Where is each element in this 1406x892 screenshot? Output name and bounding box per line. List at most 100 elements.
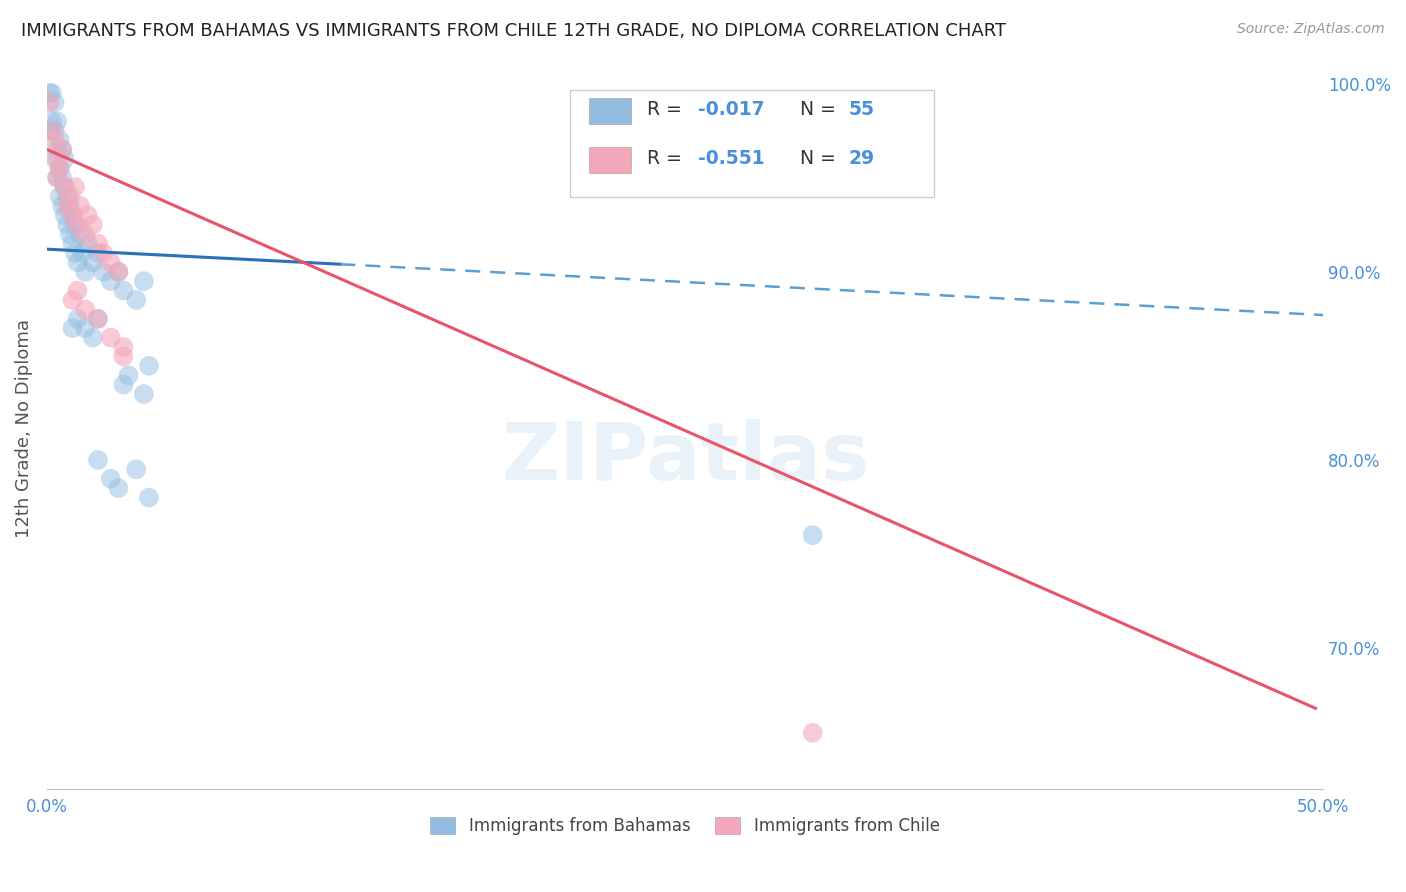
- Point: [53, 180, 76, 194]
- Point: [38, 95, 60, 110]
- Point: [62, 208, 84, 222]
- Point: [82, 255, 104, 269]
- Point: [53, 208, 76, 222]
- Point: [87, 246, 110, 260]
- Point: [41, 114, 63, 128]
- Text: -0.017: -0.017: [697, 100, 765, 119]
- Point: [46, 170, 69, 185]
- Point: [53, 152, 76, 166]
- Point: [132, 387, 155, 401]
- Point: [801, 725, 824, 739]
- Point: [59, 227, 82, 241]
- Text: Source: ZipAtlas.com: Source: ZipAtlas.com: [1237, 22, 1385, 37]
- Point: [112, 284, 135, 298]
- Point: [82, 218, 104, 232]
- Point: [100, 472, 122, 486]
- Point: [107, 265, 129, 279]
- Point: [63, 218, 86, 232]
- Point: [48, 161, 70, 176]
- Point: [75, 321, 97, 335]
- FancyBboxPatch shape: [589, 98, 631, 124]
- Point: [76, 208, 98, 222]
- Text: 55: 55: [848, 100, 875, 119]
- Point: [72, 246, 94, 260]
- Point: [38, 123, 60, 137]
- Point: [44, 133, 66, 147]
- Text: N =: N =: [800, 148, 842, 168]
- Point: [100, 274, 122, 288]
- Point: [138, 491, 160, 505]
- Point: [59, 199, 82, 213]
- Point: [75, 227, 97, 241]
- Point: [56, 218, 79, 232]
- Point: [87, 236, 110, 251]
- Point: [62, 236, 84, 251]
- Point: [63, 180, 86, 194]
- Point: [46, 143, 69, 157]
- Text: N =: N =: [800, 100, 842, 119]
- Point: [125, 462, 148, 476]
- Point: [46, 114, 69, 128]
- Point: [132, 274, 155, 288]
- Point: [112, 340, 135, 354]
- Point: [66, 311, 89, 326]
- Point: [41, 86, 63, 100]
- Point: [107, 265, 129, 279]
- Point: [51, 199, 73, 213]
- Point: [69, 227, 91, 241]
- Point: [46, 170, 69, 185]
- Point: [62, 208, 84, 222]
- Point: [51, 143, 73, 157]
- Point: [66, 218, 89, 232]
- Point: [48, 133, 70, 147]
- Point: [75, 302, 97, 317]
- Point: [56, 199, 79, 213]
- Point: [801, 528, 824, 542]
- Point: [51, 143, 73, 157]
- Point: [66, 255, 89, 269]
- Legend: Immigrants from Bahamas, Immigrants from Chile: Immigrants from Bahamas, Immigrants from…: [430, 817, 939, 835]
- Point: [100, 255, 122, 269]
- Point: [44, 123, 66, 137]
- Point: [63, 246, 86, 260]
- Point: [117, 368, 139, 383]
- Point: [91, 246, 114, 260]
- Text: -0.551: -0.551: [697, 148, 765, 168]
- Text: IMMIGRANTS FROM BAHAMAS VS IMMIGRANTS FROM CHILE 12TH GRADE, NO DIPLOMA CORRELAT: IMMIGRANTS FROM BAHAMAS VS IMMIGRANTS FR…: [21, 22, 1007, 40]
- Point: [107, 481, 129, 495]
- Point: [112, 350, 135, 364]
- Point: [138, 359, 160, 373]
- Text: 29: 29: [848, 148, 875, 168]
- Point: [51, 170, 73, 185]
- Text: ZIPatlas: ZIPatlas: [501, 418, 869, 497]
- Point: [46, 152, 69, 166]
- Point: [44, 152, 66, 166]
- Point: [75, 265, 97, 279]
- Point: [41, 123, 63, 137]
- Point: [62, 293, 84, 307]
- FancyBboxPatch shape: [589, 147, 631, 173]
- Point: [87, 311, 110, 326]
- Text: R =: R =: [647, 148, 688, 168]
- Point: [53, 180, 76, 194]
- Point: [66, 284, 89, 298]
- Point: [59, 189, 82, 203]
- Point: [125, 293, 148, 307]
- Text: R =: R =: [647, 100, 688, 119]
- Point: [91, 265, 114, 279]
- FancyBboxPatch shape: [571, 90, 934, 197]
- Point: [87, 453, 110, 467]
- Point: [100, 330, 122, 344]
- Point: [44, 95, 66, 110]
- Point: [62, 321, 84, 335]
- Point: [82, 330, 104, 344]
- Point: [56, 189, 79, 203]
- Point: [48, 161, 70, 176]
- Y-axis label: 12th Grade, No Diploma: 12th Grade, No Diploma: [15, 319, 32, 539]
- Point: [76, 236, 98, 251]
- Point: [112, 377, 135, 392]
- Point: [48, 189, 70, 203]
- Point: [87, 311, 110, 326]
- Point: [69, 199, 91, 213]
- Point: [38, 86, 60, 100]
